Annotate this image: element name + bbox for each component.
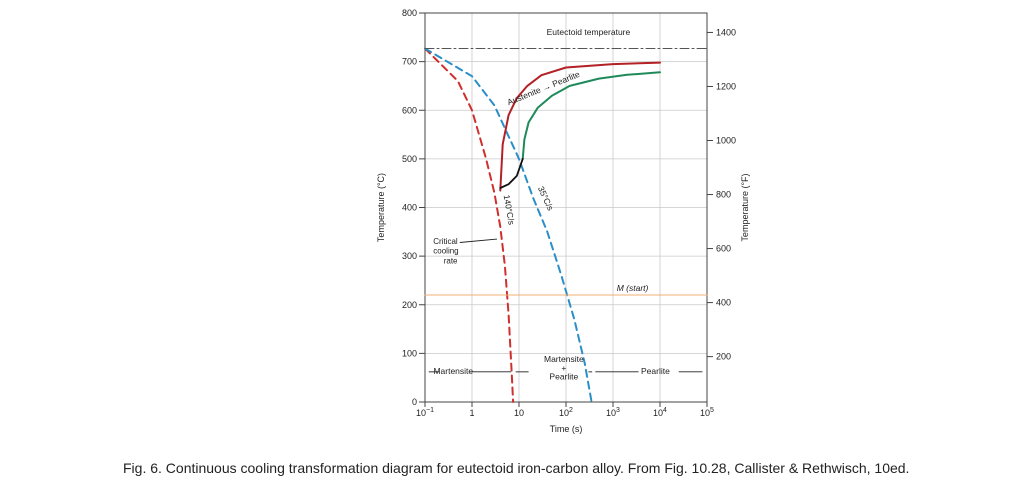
x-tick-label: 105 xyxy=(700,407,714,418)
label-plus: + xyxy=(561,363,566,373)
x-tick-label: 1 xyxy=(469,408,474,418)
y2-tick-label: 1400 xyxy=(716,27,736,37)
y-tick-label: 400 xyxy=(402,203,417,213)
x-axis-title: Time (s) xyxy=(550,424,583,434)
x-tick-label: 103 xyxy=(606,407,620,418)
figure-caption: Fig. 6. Continuous cooling transformatio… xyxy=(123,460,910,476)
y2-tick-label: 1200 xyxy=(716,81,736,91)
label-mart-plus: Martensite xyxy=(544,354,584,364)
x-tick-label: 10 xyxy=(514,408,524,418)
label-140: 140°C/s xyxy=(502,194,517,226)
label-mstart: M (start) xyxy=(617,283,649,293)
series-line-3 xyxy=(521,71,661,160)
label-martensite: Martensite xyxy=(433,366,473,376)
series-line-1 xyxy=(424,47,593,403)
y-tick-label: 800 xyxy=(402,8,417,18)
label-critical-2: cooling xyxy=(433,247,458,256)
y-tick-label: 300 xyxy=(402,251,417,261)
y-axis-title: Temperature (°C) xyxy=(376,173,386,242)
x-tick-label: 102 xyxy=(559,407,573,418)
series-line-0 xyxy=(424,47,515,403)
y2-tick-label: 1000 xyxy=(716,136,736,146)
x-tick-label: 10−1 xyxy=(416,407,434,418)
axis-ticks: 0 100 200 300 400 500 600 700 800 200 400 600 800 100… xyxy=(402,8,736,418)
label-eutectoid: Eutectoid temperature xyxy=(547,27,631,37)
y-tick-label: 100 xyxy=(402,348,417,358)
y-tick-label: 500 xyxy=(402,154,417,164)
y2-axis-title: Temperature (°F) xyxy=(740,173,750,241)
series-line-4 xyxy=(499,157,524,189)
y-tick-label: 700 xyxy=(402,57,417,67)
label-critical-3: rate xyxy=(444,256,458,265)
x-tick-label: 104 xyxy=(653,407,667,418)
curves xyxy=(424,47,708,403)
y-tick-label: 0 xyxy=(412,397,417,407)
label-plus-pearlite: Pearlite xyxy=(549,372,578,382)
label-pearlite-bottom: Pearlite xyxy=(641,366,670,376)
y-tick-label: 200 xyxy=(402,300,417,310)
y2-tick-label: 600 xyxy=(716,244,731,254)
annotations: Time (s) Temperature (°C) Temperature (°F)… xyxy=(376,27,750,434)
critical-arrow xyxy=(459,238,498,243)
label-35: 35°C/s xyxy=(536,185,556,212)
y2-tick-label: 800 xyxy=(716,190,731,200)
y2-tick-label: 200 xyxy=(716,352,731,362)
y-tick-label: 600 xyxy=(402,105,417,115)
label-critical-1: Critical xyxy=(433,237,458,246)
y2-tick-label: 400 xyxy=(716,298,731,308)
series-line-2 xyxy=(499,61,661,192)
grid xyxy=(424,12,708,403)
